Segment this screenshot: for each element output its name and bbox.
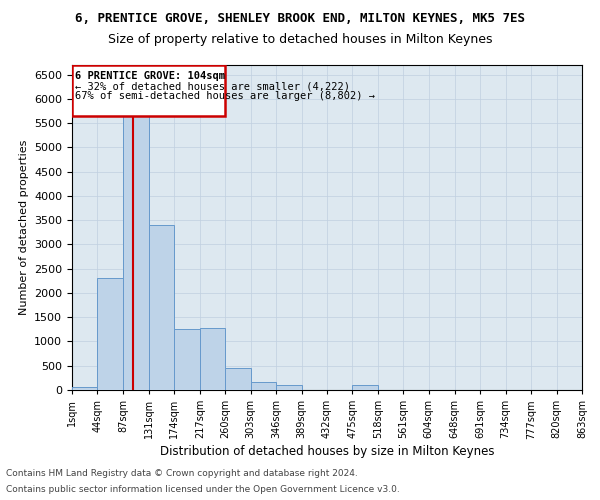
Text: 6 PRENTICE GROVE: 104sqm: 6 PRENTICE GROVE: 104sqm [75, 71, 225, 81]
Bar [276, 385, 302, 390]
Bar [225, 368, 251, 390]
Bar [251, 382, 276, 390]
X-axis label: Distribution of detached houses by size in Milton Keynes: Distribution of detached houses by size … [160, 446, 494, 458]
Bar [97, 278, 123, 390]
Text: 67% of semi-detached houses are larger (8,802) →: 67% of semi-detached houses are larger (… [75, 90, 375, 101]
Text: Contains HM Land Registry data © Crown copyright and database right 2024.: Contains HM Land Registry data © Crown c… [6, 468, 358, 477]
Bar [149, 225, 175, 390]
Text: ← 32% of detached houses are smaller (4,222): ← 32% of detached houses are smaller (4,… [75, 81, 350, 91]
FancyBboxPatch shape [72, 65, 225, 116]
Bar [123, 80, 149, 390]
Bar [200, 328, 225, 390]
Bar [175, 329, 200, 390]
Text: 6, PRENTICE GROVE, SHENLEY BROOK END, MILTON KEYNES, MK5 7ES: 6, PRENTICE GROVE, SHENLEY BROOK END, MI… [75, 12, 525, 26]
Text: Contains public sector information licensed under the Open Government Licence v3: Contains public sector information licen… [6, 485, 400, 494]
Bar [352, 385, 378, 390]
Bar [72, 388, 97, 390]
Y-axis label: Number of detached properties: Number of detached properties [19, 140, 29, 315]
Text: Size of property relative to detached houses in Milton Keynes: Size of property relative to detached ho… [108, 32, 492, 46]
